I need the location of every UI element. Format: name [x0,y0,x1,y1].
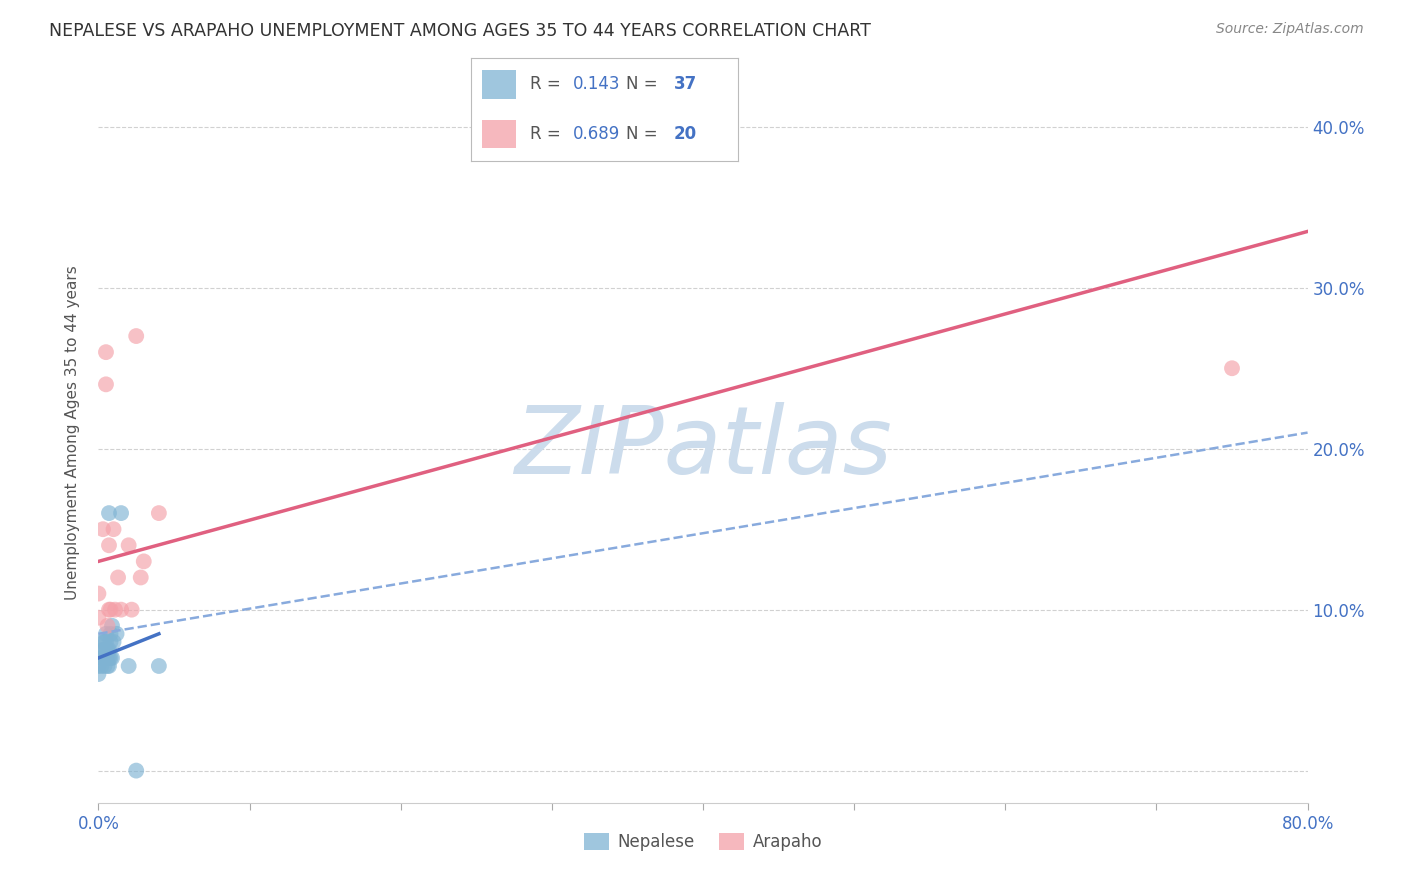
Point [107,570,129,584]
Point [90,651,112,665]
Bar [482,70,516,99]
Text: ZIPatlas: ZIPatlas [515,402,891,493]
Point [87,659,110,673]
Point [93,651,115,665]
Point [94,627,117,641]
Text: N =: N = [626,75,658,93]
Point [103,635,125,649]
Point [94,377,117,392]
Point [110,506,132,520]
Point [94,635,117,649]
Point [125,764,148,778]
Point [91,651,114,665]
Point [91,635,114,649]
Point [98,602,121,616]
Point [101,619,124,633]
Point [87,586,110,600]
Point [94,651,117,665]
Text: NEPALESE VS ARAPAHO UNEMPLOYMENT AMONG AGES 35 TO 44 YEARS CORRELATION CHART: NEPALESE VS ARAPAHO UNEMPLOYMENT AMONG A… [49,22,872,40]
Point [132,554,155,568]
Point [110,602,132,616]
Text: 0.689: 0.689 [572,125,620,143]
Point [87,667,110,681]
Point [100,651,122,665]
Point [90,659,112,673]
Point [118,659,141,673]
Point [91,643,114,657]
Point [98,506,121,520]
Point [98,651,121,665]
Point [148,506,170,520]
Point [103,522,125,536]
Point [87,610,110,624]
Text: 0.143: 0.143 [572,75,620,93]
Text: Source: ZipAtlas.com: Source: ZipAtlas.com [1216,22,1364,37]
Point [96,651,118,665]
Point [98,659,121,673]
Point [129,570,152,584]
Point [104,602,127,616]
Point [1220,361,1243,376]
Point [94,345,117,359]
Point [100,627,122,641]
Point [94,651,117,665]
Point [94,643,117,657]
Point [96,619,118,633]
Point [93,659,115,673]
Point [91,651,114,665]
Text: R =: R = [530,75,561,93]
Point [125,329,148,343]
Text: N =: N = [626,125,658,143]
Legend: Nepalese, Arapaho: Nepalese, Arapaho [576,826,830,857]
Point [105,627,128,641]
Text: 20: 20 [673,125,697,143]
Point [148,659,170,673]
Text: 37: 37 [673,75,697,93]
Point [100,635,122,649]
Point [121,602,143,616]
Text: R =: R = [530,125,561,143]
Point [101,651,124,665]
Point [96,643,118,657]
Y-axis label: Unemployment Among Ages 35 to 44 years: Unemployment Among Ages 35 to 44 years [65,265,80,600]
Point [91,522,114,536]
Bar [482,120,516,148]
Point [96,659,118,673]
Point [93,643,115,657]
Point [98,538,121,552]
Point [118,538,141,552]
Point [93,651,115,665]
Point [100,602,122,616]
Point [93,651,115,665]
Point [98,643,121,657]
Point [93,635,115,649]
